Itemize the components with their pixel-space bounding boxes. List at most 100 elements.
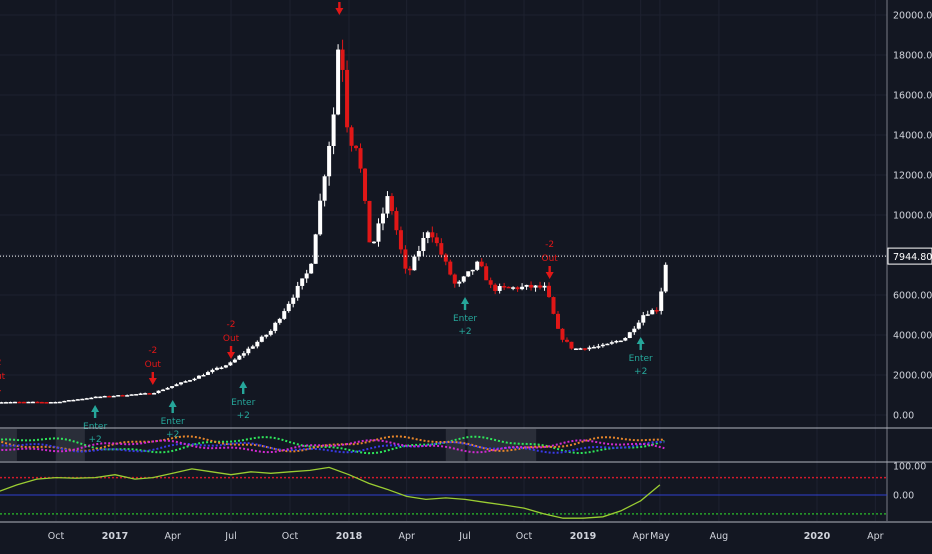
candle-body xyxy=(394,211,399,231)
candle-body xyxy=(439,243,444,255)
candle-body xyxy=(367,200,372,243)
signal-label: Enter xyxy=(161,417,185,427)
candle-body xyxy=(448,261,453,275)
candle-body xyxy=(66,400,71,402)
candle-body xyxy=(358,148,363,169)
candle-body xyxy=(371,241,376,244)
candle-body xyxy=(398,230,403,250)
enter-arrow-stem xyxy=(171,407,174,413)
enter-arrow-icon xyxy=(636,337,645,344)
candle-body xyxy=(502,286,507,288)
candle-body xyxy=(291,297,296,304)
candle-body xyxy=(138,393,143,395)
candle-body xyxy=(484,266,489,281)
indicator-1-line xyxy=(0,440,665,454)
candle-body xyxy=(57,401,62,404)
enter-arrow-stem xyxy=(242,388,245,394)
candle-body xyxy=(520,286,525,290)
candle-body xyxy=(102,395,107,398)
oscillator-line xyxy=(0,466,661,519)
candle-body xyxy=(152,393,157,395)
time-tick-label: 2019 xyxy=(570,531,596,542)
candle-body xyxy=(21,401,26,404)
candle-body xyxy=(237,355,242,360)
candle-body xyxy=(497,286,502,291)
candle-body xyxy=(407,268,412,271)
candle-body xyxy=(412,256,417,271)
candle-body xyxy=(618,340,623,343)
candle-body xyxy=(596,346,601,348)
out-arrow-icon xyxy=(148,378,157,385)
time-tick-label: 2020 xyxy=(804,531,831,542)
candle-body xyxy=(605,343,610,346)
signal-label: Enter xyxy=(83,422,107,432)
candle-body xyxy=(35,401,40,404)
candle-body xyxy=(389,196,394,212)
candle-body xyxy=(623,338,628,341)
candle-body xyxy=(174,384,179,387)
candle-body xyxy=(645,314,650,316)
candle-body xyxy=(479,261,484,267)
signal-label: -2 xyxy=(545,240,554,250)
enter-arrow-stem xyxy=(639,344,642,350)
candle-body xyxy=(340,49,345,70)
time-tick-label: Oct xyxy=(516,531,533,542)
out-arrow-icon xyxy=(545,272,554,279)
candle-body xyxy=(654,310,659,312)
candle-body xyxy=(214,367,219,370)
candle-body xyxy=(295,285,300,298)
candle-body xyxy=(582,348,587,350)
price-tick-label: 2000.00 xyxy=(893,371,932,382)
candle-body xyxy=(363,168,368,201)
signal-label: +2 xyxy=(634,367,647,377)
signal-label: +2 xyxy=(458,327,471,337)
candle-body xyxy=(93,396,98,399)
candle-body xyxy=(300,278,305,286)
candle-body xyxy=(587,347,592,350)
time-tick-label: Jul xyxy=(224,531,236,542)
candle-body xyxy=(187,380,192,382)
candle-body xyxy=(511,287,516,289)
candle-body xyxy=(111,395,116,398)
candle-body xyxy=(524,284,529,287)
candle-body xyxy=(84,398,89,400)
candle-body xyxy=(48,402,53,404)
candle-body xyxy=(264,334,269,337)
candle-body xyxy=(318,200,323,235)
price-tick-label: 10000.00 xyxy=(893,211,932,222)
price-tick-label: 12000.00 xyxy=(893,171,932,182)
candle-body xyxy=(614,340,619,343)
candle-body xyxy=(466,271,471,277)
signal-label: +2 xyxy=(166,430,179,440)
candle-body xyxy=(80,398,85,401)
signal-label: Out xyxy=(223,334,240,344)
candle-body xyxy=(273,322,278,331)
candle-body xyxy=(632,328,637,333)
candle-body xyxy=(354,145,359,149)
candle-body xyxy=(39,401,44,404)
candle-body xyxy=(196,375,201,379)
candle-body xyxy=(569,341,574,349)
candle-body xyxy=(259,336,264,342)
signal-label: -2 xyxy=(227,320,236,330)
time-tick-label: Apr xyxy=(867,531,884,542)
candle-body xyxy=(641,315,646,323)
candle-body xyxy=(327,145,332,177)
candle-body xyxy=(62,400,67,403)
candle-body xyxy=(322,176,327,201)
candle-body xyxy=(219,367,224,369)
candle-body xyxy=(457,281,462,284)
candle-body xyxy=(12,401,17,404)
price-axis-panel xyxy=(887,0,932,550)
time-tick-label: Apr xyxy=(398,531,415,542)
candle-body xyxy=(493,284,498,291)
out-arrow-stem xyxy=(338,2,341,8)
indicator-1-pane xyxy=(0,429,665,461)
candle-body xyxy=(309,263,314,274)
candle-body xyxy=(331,114,336,146)
last-price-label: 7944.80 xyxy=(893,252,932,263)
candle-body xyxy=(250,346,255,349)
candle-body xyxy=(134,394,139,396)
candle-body xyxy=(156,390,161,394)
